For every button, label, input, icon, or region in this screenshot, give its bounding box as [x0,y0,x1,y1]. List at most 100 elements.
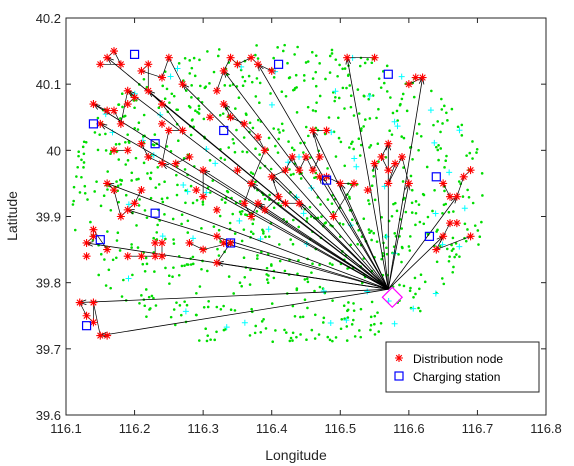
customer-point [314,84,318,88]
customer-point [245,150,249,154]
customer-point [402,284,406,288]
customer-point [276,151,280,154]
customer-point [140,294,143,297]
customer-point [339,327,343,331]
customer-point [145,85,149,89]
customer-point [206,50,209,53]
customer-point [177,139,180,143]
customer-point [415,132,419,135]
customer-point [372,174,376,178]
distribution-node [295,199,304,208]
customer-point [231,212,235,216]
customer-point [311,262,314,266]
legend-box [385,341,540,393]
customer-point [109,286,112,290]
route-line [216,262,389,290]
customer-point [255,77,259,80]
customer-point [322,316,326,320]
customer-point [198,58,201,62]
distribution-node [89,232,98,241]
distribution-node [267,66,276,75]
customer-point [306,134,310,138]
distribution-node [96,331,105,340]
distribution-node [103,106,112,115]
customer-point [238,281,242,285]
distribution-node [144,60,153,69]
customer-point [290,146,294,150]
customer-point [357,112,361,115]
customer-point [270,263,273,266]
distribution-node [116,119,125,128]
distribution-node [446,192,454,201]
customer-point [352,302,355,305]
customer-point [407,245,411,248]
customer-point [137,177,140,181]
customer-point [207,299,210,303]
customer-point [395,209,399,213]
customer-point [331,299,334,302]
distribution-node [452,219,461,228]
distribution-node [439,179,448,188]
customer-point [233,150,237,154]
route-line [100,288,389,336]
customer-point [359,143,363,147]
customer-point [356,88,360,91]
customer-point [380,257,383,261]
customer-point [255,44,258,47]
customer-point [299,141,302,145]
distribution-node [226,53,235,62]
customer-point [295,335,298,339]
customer-point [385,246,388,250]
customer-point [84,141,88,144]
customer-point [167,274,171,277]
customer-point [283,269,287,273]
customer-point [372,231,376,235]
customer-point [156,166,160,169]
customer-point [227,146,231,149]
customer-point [318,263,321,267]
customer-point [368,202,371,206]
route-segment [250,150,266,184]
secondary-point [125,201,132,208]
customer-point [237,96,241,100]
customer-point [143,270,147,273]
secondary-point [431,139,438,146]
customer-point [177,273,181,277]
customer-point [241,150,244,153]
customer-point [296,272,299,276]
customer-point [133,127,137,130]
customer-point [202,117,206,121]
customer-point [369,315,373,319]
distribution-node [240,119,249,128]
customer-point [186,219,190,223]
distribution-node [233,60,242,69]
customer-point [457,180,461,183]
customer-point [152,236,155,240]
customer-point [141,262,145,266]
customer-point [243,79,247,83]
customer-point [218,214,222,218]
customer-point [93,131,97,134]
secondary-point [190,235,197,242]
charging-station [225,238,236,248]
customer-point [450,249,454,252]
secondary-point [296,153,303,160]
distribution-node [254,199,262,208]
customer-point [334,336,338,339]
distribution-node [233,166,242,175]
distribution-node [384,166,393,175]
customer-point [412,95,416,99]
customer-point [130,243,133,246]
customer-point [232,292,235,295]
charging-station [95,235,105,245]
customer-point [272,127,275,130]
customer-point [221,112,225,115]
customer-point [171,275,174,279]
customer-point [195,199,199,202]
route-line [223,70,389,290]
secondary-point [184,188,191,195]
customer-point [302,74,306,77]
secondary-point [223,324,230,331]
distribution-node [144,152,153,161]
customer-point [430,89,433,93]
